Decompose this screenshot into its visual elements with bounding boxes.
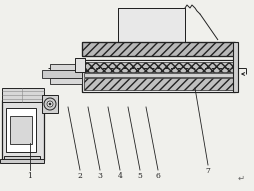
Bar xyxy=(82,60,235,92)
Bar xyxy=(4,156,40,162)
Text: 5: 5 xyxy=(138,172,142,180)
Text: 4: 4 xyxy=(118,172,122,180)
Bar xyxy=(50,78,82,84)
Bar xyxy=(42,95,58,113)
Text: 1: 1 xyxy=(28,172,33,180)
Bar xyxy=(118,8,185,42)
Circle shape xyxy=(44,98,56,110)
Bar xyxy=(233,42,238,92)
Circle shape xyxy=(47,101,53,107)
Bar xyxy=(42,70,82,78)
Bar xyxy=(6,108,36,152)
Bar xyxy=(2,88,44,102)
Bar xyxy=(2,100,44,160)
Text: 2: 2 xyxy=(77,172,83,180)
Text: 7: 7 xyxy=(205,167,210,175)
Circle shape xyxy=(49,103,51,105)
Bar xyxy=(84,62,233,72)
Bar xyxy=(84,73,233,77)
Bar xyxy=(50,64,82,70)
Bar xyxy=(84,78,233,90)
Text: 3: 3 xyxy=(98,172,103,180)
Text: ↵: ↵ xyxy=(237,174,245,183)
Bar xyxy=(75,58,85,72)
Bar xyxy=(0,159,44,163)
Bar xyxy=(10,116,32,144)
Text: 6: 6 xyxy=(155,172,161,180)
Bar xyxy=(82,42,235,56)
